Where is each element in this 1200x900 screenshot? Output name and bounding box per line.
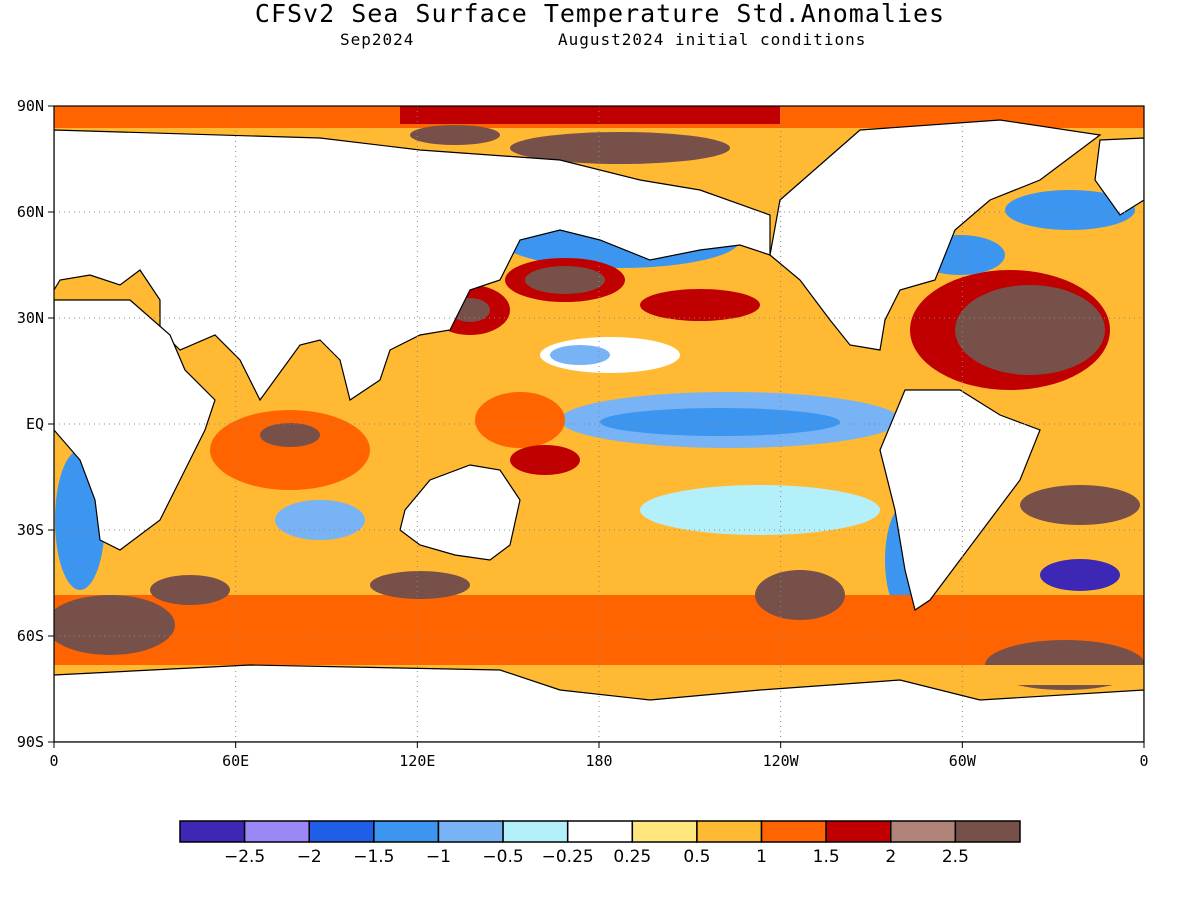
land-africa [54, 299, 216, 551]
indian-ocean-cool [275, 500, 365, 540]
lat-tick-label: 90N [17, 97, 44, 115]
colorbar-label: −2.5 [224, 847, 265, 867]
colorbar-swatch [631, 820, 698, 843]
latitude-axis: 90N 60N 30N EQ 30S 60S 90S [17, 97, 54, 751]
colorbar-label: 2.5 [942, 847, 969, 867]
colorbar-label: −1.5 [353, 847, 394, 867]
southern-ocean-extreme-4 [755, 570, 845, 620]
colorbar-label: −0.5 [482, 847, 523, 867]
initial-conditions-label: August2024 initial conditions [558, 30, 867, 49]
longitude-axis: 0 60E 120E 180 120W 60W 0 [49, 742, 1149, 770]
lat-tick-label: 60S [17, 627, 44, 645]
colorbar-swatch [437, 820, 504, 843]
subtropical-cool [550, 345, 610, 365]
lat-tick-label: 30N [17, 309, 44, 327]
colorbar-label: 0.5 [683, 847, 710, 867]
warm-pool-strong [510, 445, 580, 475]
south-pacific-cool [640, 485, 880, 535]
forecast-month: Sep2024 [340, 30, 415, 49]
colorbar-swatch [825, 820, 892, 843]
tropical-pacific-cool-core [600, 408, 840, 436]
land-antarctica [54, 664, 1144, 742]
land-south-america [879, 389, 1041, 611]
colorbar: −2.5 −2 −1.5 −1 −0.5 −0.25 0.25 0.5 1 1.5 2 2.5 [179, 820, 1021, 867]
north-pacific-warm-2 [640, 289, 760, 321]
colorbar-label: 2 [885, 847, 896, 867]
colorbar-swatch [179, 820, 246, 843]
arctic-extreme-patch-2 [410, 125, 500, 145]
southern-ocean-extreme-2 [150, 575, 230, 605]
colorbar-swatch [373, 820, 440, 843]
land-eurasia [54, 129, 771, 402]
north-atlantic-cool-2 [1005, 190, 1135, 230]
colorbar-swatch [760, 820, 827, 843]
colorbar-swatch [308, 820, 375, 843]
land-north-america [769, 119, 1102, 351]
southern-ocean-extreme-1 [54, 595, 175, 655]
north-pacific-extreme [525, 266, 605, 294]
indian-ocean-extreme [260, 423, 320, 447]
lon-tick-label: 120E [399, 752, 435, 770]
indian-ocean-warm [210, 410, 370, 490]
south-atlantic-cool [1040, 559, 1120, 591]
lat-tick-label: 90S [17, 733, 44, 751]
colorbar-swatch [566, 820, 634, 843]
north-atlantic-extreme [955, 285, 1105, 375]
lon-tick-label: 180 [585, 752, 612, 770]
colorbar-swatch [243, 820, 310, 843]
colorbar-label: 1 [756, 847, 767, 867]
colorbar-swatch [696, 820, 763, 843]
south-atlantic-extreme [1020, 485, 1140, 525]
lon-tick-label: 60E [222, 752, 249, 770]
map-gridlines [54, 106, 1144, 742]
colorbar-swatch [502, 820, 569, 843]
lon-tick-label: 60W [949, 752, 977, 770]
lat-tick-label: 60N [17, 203, 44, 221]
colorbar-label: 0.25 [613, 847, 651, 867]
arctic-extreme-patch [510, 132, 730, 164]
map-title: CFSv2 Sea Surface Temperature Std.Anomal… [254, 0, 946, 28]
colorbar-label: −1 [426, 847, 451, 867]
colorbar-label: −2 [297, 847, 322, 867]
arctic-strong-band [400, 106, 780, 124]
colorbar-swatch [954, 820, 1021, 843]
colorbar-label: 1.5 [813, 847, 840, 867]
southern-ocean-warm [54, 595, 1144, 665]
colorbar-swatch [890, 820, 957, 843]
warm-pool [475, 392, 565, 448]
lon-tick-label: 120W [763, 752, 800, 770]
southern-ocean-extreme-3 [370, 571, 470, 599]
lat-tick-label: 30S [17, 521, 44, 539]
colorbar-label: −0.25 [542, 847, 594, 867]
lat-tick-label: EQ [26, 415, 44, 433]
land-greenland [1094, 137, 1144, 216]
land-australia [399, 464, 521, 561]
lon-tick-label: 0 [49, 752, 58, 770]
lon-tick-label: 0 [1139, 752, 1148, 770]
